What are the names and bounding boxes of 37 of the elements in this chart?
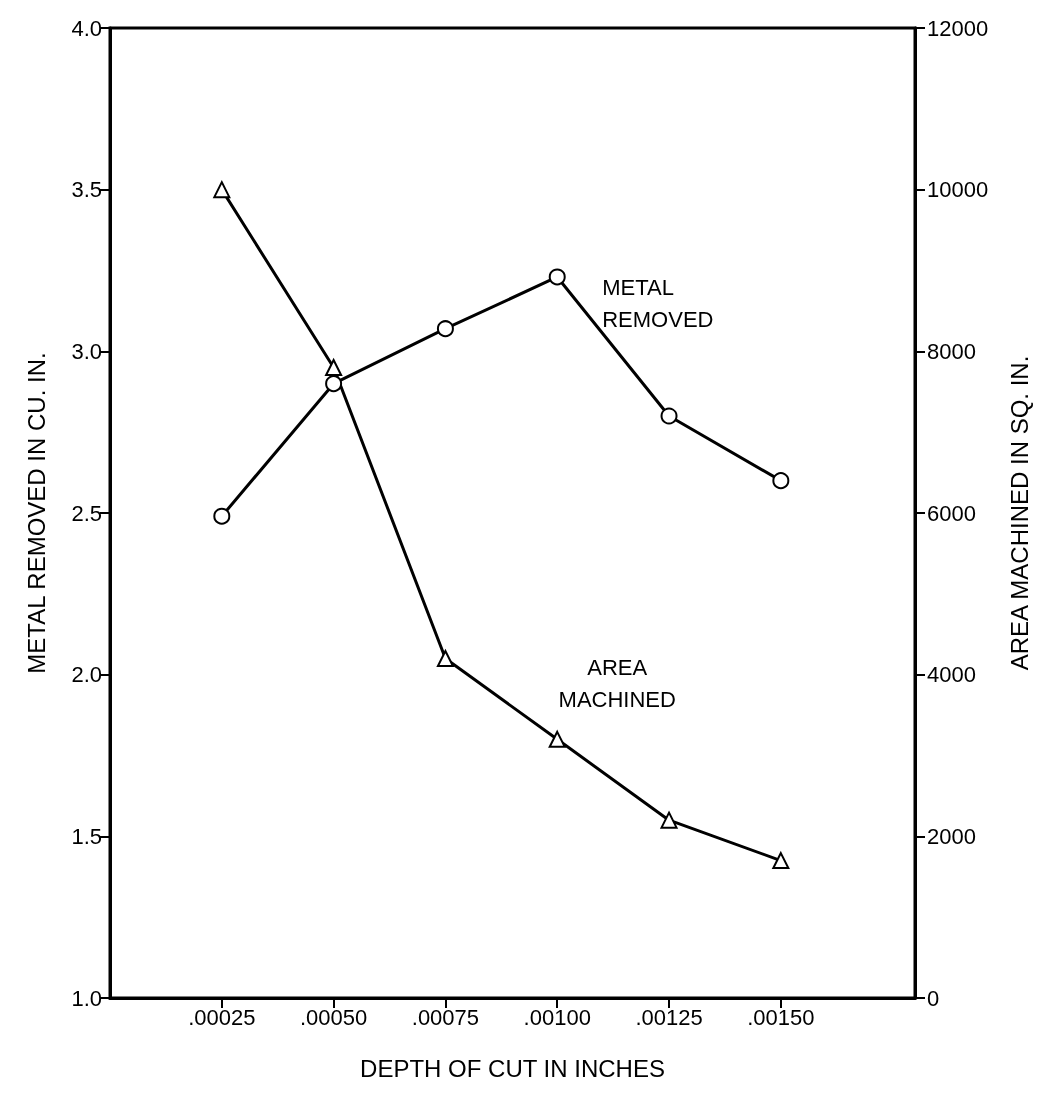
y-tick-label: 1.0 xyxy=(71,985,102,1011)
point xyxy=(660,407,678,425)
y2-tick-label: 0 xyxy=(927,985,940,1011)
point xyxy=(325,375,343,393)
x-tick-label: .00050 xyxy=(299,1004,368,1030)
x-tick-label: .00025 xyxy=(188,1004,256,1030)
y-tick-label: 4.0 xyxy=(71,15,102,41)
point xyxy=(772,852,790,870)
point xyxy=(213,181,231,199)
point xyxy=(436,650,454,667)
x-tick-label: .00075 xyxy=(411,1004,480,1030)
point xyxy=(213,507,231,525)
point xyxy=(660,811,678,829)
y-tick-label: 2.5 xyxy=(71,500,102,526)
y2-axis-title: AREA MACHINED IN SQ. IN. xyxy=(1005,355,1033,671)
y-tick-label: 2.0 xyxy=(71,662,102,688)
y-tick-label: 1.5 xyxy=(71,823,102,849)
series-label: METAL REMOVED xyxy=(602,275,714,333)
x-tick-label: .00125 xyxy=(635,1004,703,1030)
point xyxy=(772,472,790,490)
point xyxy=(436,320,454,338)
y2-tick-label: 4000 xyxy=(927,662,976,688)
point xyxy=(325,359,343,376)
series-label: AREA MACHINED xyxy=(558,654,676,712)
y2-tick-label: 12000 xyxy=(927,15,989,41)
x-tick-label: .00100 xyxy=(523,1004,591,1030)
point xyxy=(548,730,566,748)
y2-tick-label: 10000 xyxy=(927,177,989,203)
point xyxy=(548,268,566,286)
y2-tick-label: 8000 xyxy=(927,338,976,364)
y-tick-label: 3.0 xyxy=(71,338,102,364)
x-tick-label: .00150 xyxy=(747,1004,815,1030)
y2-tick-label: 6000 xyxy=(927,500,976,526)
y-axis-title: METAL REMOVED IN CU. IN. xyxy=(22,352,50,674)
y2-tick-label: 2000 xyxy=(927,823,976,849)
y-tick-label: 3.5 xyxy=(71,177,102,203)
x-axis-title: DEPTH OF CUT IN INCHES xyxy=(360,1054,665,1082)
